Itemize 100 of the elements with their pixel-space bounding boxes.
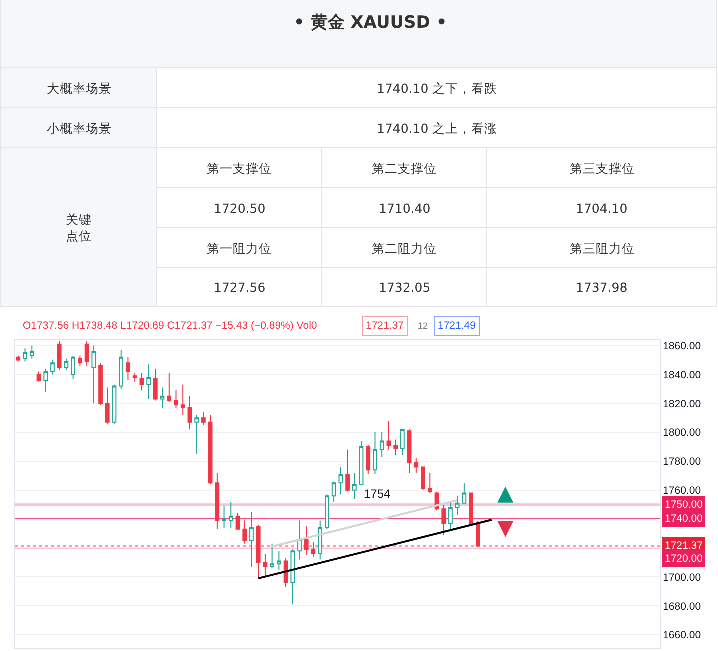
text: 第二支撑位 bbox=[372, 161, 437, 176]
text: 关键点位 bbox=[66, 212, 92, 244]
candlestick bbox=[352, 472, 357, 500]
candlestick bbox=[119, 350, 124, 390]
text: O1737.56 H1738.48 L1720.69 C1721.37 −15.43 (−0.89%) Vol0 bbox=[23, 320, 318, 332]
candlestick bbox=[222, 506, 226, 528]
candlestick bbox=[36, 371, 42, 382]
candlestick bbox=[112, 384, 117, 424]
text: 第一阻力位 bbox=[207, 241, 272, 256]
candlestick bbox=[126, 356, 130, 381]
ref-line-label: 1750.00 bbox=[665, 499, 704, 511]
candlestick bbox=[57, 340, 62, 371]
candlestick bbox=[448, 501, 453, 530]
candlestick bbox=[236, 513, 240, 530]
candlestick bbox=[188, 396, 192, 430]
y-tick-label: 1760.00 bbox=[663, 485, 702, 498]
text: 第三阻力位 bbox=[570, 241, 635, 256]
candlestick bbox=[92, 345, 96, 404]
candlestick bbox=[407, 429, 412, 474]
ref-line-label: 1720.00 bbox=[665, 553, 704, 565]
candlestick bbox=[228, 501, 234, 528]
text: 1737.98 bbox=[576, 280, 628, 295]
annotation: 1754 bbox=[364, 487, 392, 501]
candlestick bbox=[462, 482, 467, 504]
candlestick bbox=[304, 526, 309, 556]
candlestick bbox=[311, 542, 316, 558]
candlestick bbox=[208, 414, 213, 486]
candlestick bbox=[202, 412, 206, 426]
candlestick bbox=[469, 492, 474, 526]
candlestick bbox=[380, 432, 384, 458]
candlestick bbox=[84, 340, 90, 367]
candlestick bbox=[167, 372, 172, 403]
text: 1721.49 bbox=[438, 320, 476, 332]
text: 1740.10 之上，看涨 bbox=[377, 121, 498, 136]
candlestick bbox=[194, 414, 200, 455]
y-tick-label: 1820.00 bbox=[663, 398, 702, 410]
candlestick bbox=[263, 554, 268, 578]
candlestick bbox=[386, 420, 392, 450]
candlestick bbox=[442, 504, 446, 536]
y-tick-label: 1840.00 bbox=[663, 369, 702, 382]
ref-line-label: 1740.00 bbox=[665, 513, 704, 525]
candlestick bbox=[276, 550, 282, 570]
candlestick bbox=[215, 472, 220, 530]
candlestick bbox=[30, 345, 34, 360]
candlestick bbox=[414, 458, 419, 474]
candlestick bbox=[71, 355, 76, 380]
y-tick-label: 1780.00 bbox=[663, 456, 702, 468]
text: 小概率场景 bbox=[47, 121, 112, 136]
candlestick bbox=[394, 439, 398, 456]
candlestick bbox=[98, 362, 103, 406]
text: 第二阻力位 bbox=[372, 241, 437, 256]
text: 第一支撑位 bbox=[207, 161, 272, 176]
y-tick-label: 1700.00 bbox=[663, 572, 702, 584]
y-tick-label: 1800.00 bbox=[663, 427, 702, 440]
candlestick bbox=[105, 387, 110, 424]
candlestick bbox=[174, 390, 178, 408]
candlestick bbox=[256, 524, 261, 580]
candlestick bbox=[332, 481, 336, 502]
candlestick bbox=[421, 466, 426, 491]
text: 1721.37 bbox=[366, 320, 404, 332]
candlestick bbox=[50, 360, 55, 376]
text: 1740.10 之下，看跌 bbox=[377, 81, 498, 96]
text: 大概率场景 bbox=[47, 81, 112, 96]
ref-line-label: 1721.37 bbox=[665, 540, 704, 552]
candlestick bbox=[153, 368, 158, 402]
text: 1732.05 bbox=[379, 280, 431, 295]
candlestick bbox=[476, 521, 480, 548]
candlestick bbox=[318, 520, 323, 560]
candlestick bbox=[250, 512, 254, 568]
candlestick bbox=[132, 372, 138, 382]
candlestick bbox=[64, 358, 69, 371]
text: 12 bbox=[418, 321, 428, 331]
candlestick bbox=[140, 372, 144, 392]
y-tick-label: 1860.00 bbox=[663, 340, 702, 352]
candlestick bbox=[160, 387, 165, 408]
y-tick-label: 1660.00 bbox=[663, 630, 702, 642]
candlestick bbox=[428, 472, 432, 494]
text: 1704.10 bbox=[576, 201, 628, 216]
candlestick bbox=[242, 520, 248, 544]
text: 第三支撑位 bbox=[570, 161, 635, 176]
candlestick bbox=[298, 520, 302, 560]
text: • 黄金 XAUUSD • bbox=[294, 13, 448, 33]
candlestick bbox=[400, 429, 405, 456]
candlestick bbox=[325, 494, 330, 530]
candlestick bbox=[338, 466, 344, 496]
y-tick-label: 1680.00 bbox=[663, 600, 702, 613]
candlestick bbox=[290, 549, 296, 606]
candlestick bbox=[346, 449, 350, 492]
candlestick bbox=[78, 355, 82, 367]
candlestick bbox=[270, 543, 274, 569]
candlestick bbox=[373, 432, 378, 475]
text: 1720.50 bbox=[214, 201, 266, 216]
text: 1727.56 bbox=[214, 280, 266, 295]
candlestick bbox=[146, 364, 151, 400]
candlestick bbox=[23, 348, 28, 362]
candlestick bbox=[180, 384, 186, 416]
text: 1710.40 bbox=[379, 201, 431, 216]
candlestick bbox=[366, 445, 371, 475]
candlestick bbox=[44, 368, 48, 393]
candlestick bbox=[455, 496, 460, 516]
